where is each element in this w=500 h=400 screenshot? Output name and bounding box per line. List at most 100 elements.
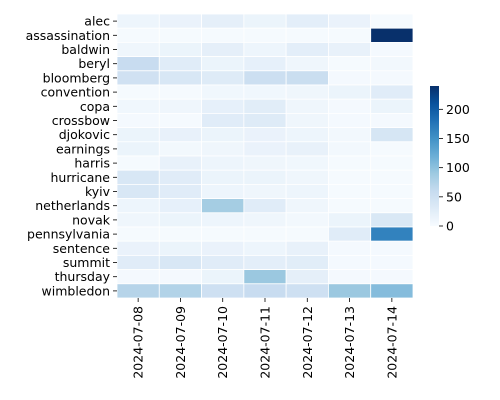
heatmap-cell <box>116 56 160 72</box>
row-label: assassination <box>26 28 110 43</box>
row-label: bloomberg <box>43 70 110 85</box>
heatmap-cell <box>243 212 287 228</box>
column-label: 2024-07-08 <box>131 306 146 379</box>
heatmap-cell <box>243 84 287 100</box>
heatmap-cell <box>285 13 329 29</box>
heatmap-cell <box>285 27 329 43</box>
heatmap-cell <box>328 27 372 43</box>
heatmap-cell <box>370 226 414 242</box>
heatmap-cell <box>201 212 245 228</box>
heatmap-cell <box>328 169 372 185</box>
heatmap-cell <box>328 198 372 214</box>
heatmap-cell <box>201 70 245 86</box>
row-label: djokovic <box>59 127 110 142</box>
heatmap-cell <box>158 56 202 72</box>
heatmap-cell <box>370 56 414 72</box>
heatmap-cell <box>328 42 372 58</box>
column-label: 2024-07-09 <box>173 306 188 379</box>
heatmap-cell <box>116 155 160 171</box>
heatmap-cell <box>243 169 287 185</box>
heatmap-cell <box>285 56 329 72</box>
colorbar-tick-label: 150 <box>446 131 470 146</box>
heatmap-cell <box>116 42 160 58</box>
heatmap-cell <box>370 254 414 270</box>
heatmap-cell <box>243 127 287 143</box>
heatmap-cell <box>116 254 160 270</box>
heatmap-cell <box>158 254 202 270</box>
heatmap-cell <box>243 283 287 299</box>
heatmap-cell <box>285 212 329 228</box>
heatmap-cell <box>370 42 414 58</box>
heatmap-cell <box>158 70 202 86</box>
heatmap-cell <box>328 212 372 228</box>
row-label: beryl <box>78 56 110 71</box>
heatmap-cell <box>158 98 202 114</box>
heatmap-cell <box>285 269 329 285</box>
row-label: novak <box>72 212 111 227</box>
heatmap-cell <box>243 56 287 72</box>
column-label: 2024-07-12 <box>300 306 315 379</box>
column-labels: 2024-07-08 2024-07-09 2024-07-10 2024-07-11… <box>131 298 399 379</box>
heatmap-cell <box>370 283 414 299</box>
heatmap-cell <box>158 169 202 185</box>
row-label: wimbledon <box>42 283 110 298</box>
heatmap-cell <box>116 98 160 114</box>
heatmap-cell <box>285 283 329 299</box>
column-label: 2024-07-14 <box>384 306 399 379</box>
row-labels: alecassassinationbaldwinberylbloombergco… <box>26 14 117 298</box>
heatmap-cell <box>201 198 245 214</box>
heatmap-cell <box>201 283 245 299</box>
heatmap-cell <box>201 56 245 72</box>
heatmap-cell <box>243 240 287 256</box>
heatmap-cell <box>201 155 245 171</box>
heatmap-cell <box>328 127 372 143</box>
heatmap-cell <box>370 84 414 100</box>
heatmap-cell <box>116 141 160 157</box>
heatmap-cell <box>201 27 245 43</box>
column-label: 2024-07-11 <box>258 306 273 379</box>
heatmap-cell <box>370 127 414 143</box>
heatmap-cell <box>328 70 372 86</box>
heatmap-cell <box>243 269 287 285</box>
heatmap-cell <box>285 226 329 242</box>
heatmap-cell <box>201 84 245 100</box>
heatmap-cell <box>158 27 202 43</box>
heatmap-cell <box>243 155 287 171</box>
row-label: netherlands <box>35 198 110 213</box>
row-label: summit <box>63 255 110 270</box>
heatmap-cell <box>370 269 414 285</box>
heatmap-cell <box>243 42 287 58</box>
heatmap-cell <box>158 84 202 100</box>
heatmap-cell <box>116 240 160 256</box>
column-label: 2024-07-10 <box>215 306 230 379</box>
heatmap-cell <box>243 13 287 29</box>
heatmap-cell <box>116 13 160 29</box>
heatmap-cell <box>116 70 160 86</box>
heatmap-cell <box>116 198 160 214</box>
heatmap-cell <box>158 183 202 199</box>
colorbar-gradient <box>430 86 439 226</box>
row-label: kyiv <box>85 184 111 199</box>
heatmap-cell <box>116 183 160 199</box>
heatmap-cell <box>116 226 160 242</box>
heatmap-cell <box>285 141 329 157</box>
heatmap-cell <box>158 240 202 256</box>
heatmap-cell <box>370 27 414 43</box>
heatmap-cell <box>328 155 372 171</box>
colorbar-tick-label: 200 <box>446 102 470 117</box>
heatmap-cell <box>243 70 287 86</box>
heatmap-cell <box>158 155 202 171</box>
heatmap-cells <box>116 13 414 299</box>
column-label: 2024-07-13 <box>342 306 357 379</box>
row-label: sentence <box>53 241 111 256</box>
row-label: copa <box>80 99 110 114</box>
heatmap-cell <box>370 169 414 185</box>
heatmap-cell <box>201 269 245 285</box>
heatmap-cell <box>285 84 329 100</box>
heatmap-cell <box>116 27 160 43</box>
heatmap-cell <box>285 113 329 129</box>
heatmap-cell <box>158 127 202 143</box>
row-label: harris <box>74 156 110 171</box>
heatmap-cell <box>328 254 372 270</box>
heatmap-cell <box>243 27 287 43</box>
